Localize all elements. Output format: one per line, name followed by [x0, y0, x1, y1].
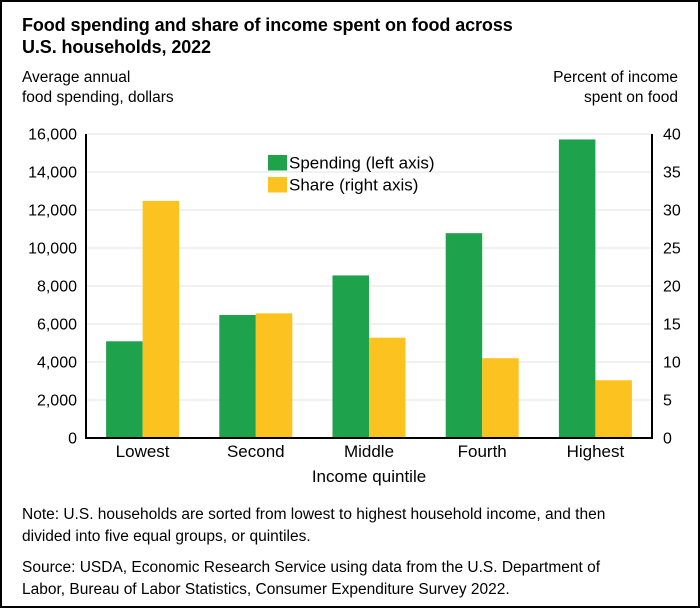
x-axis-title: Income quintile [312, 467, 426, 486]
category-label-fourth: Fourth [458, 442, 507, 461]
category-label-middle: Middle [344, 442, 394, 461]
right-axis-tick-label: 20 [663, 278, 681, 295]
right-axis-caption: Percent of income spent on food [553, 68, 678, 109]
right-axis-caption-line-2: spent on food [584, 89, 678, 107]
left-axis-tick-label: 4,000 [37, 354, 77, 371]
bar-share-middle [369, 337, 406, 438]
left-axis-tick-label: 2,000 [37, 392, 77, 409]
bar-chart-plot: 0 2,000 4,000 6,000 8,000 10,000 12,000 14,000 1… [28, 126, 681, 486]
left-axis-tick-label: 8,000 [37, 278, 77, 295]
legend-label: Spending (left axis) [289, 153, 435, 172]
chart-source-line-2: Labor, Bureau of Labor Statistics, Consu… [22, 580, 510, 598]
category-label-lowest: Lowest [116, 442, 170, 461]
left-axis-tick-label: 14,000 [28, 164, 77, 181]
category-label-highest: Highest [567, 442, 625, 461]
bar-share-highest [595, 380, 632, 438]
legend-label: Share (right axis) [289, 175, 418, 194]
chart-title-line-1: Food spending and share of income spent … [22, 15, 513, 35]
category-label-second: Second [227, 442, 285, 461]
right-axis-tick-label: 0 [663, 430, 672, 447]
chart-note: Note: U.S. households are sorted from lo… [22, 504, 680, 548]
left-axis-tick-label: 12,000 [28, 202, 77, 219]
right-axis-tick-label: 25 [663, 240, 681, 257]
left-axis-tick-label: 0 [68, 430, 77, 447]
bar-share-lowest [142, 200, 180, 438]
right-axis-tick-label: 40 [663, 126, 681, 143]
right-axis-caption-line-1: Percent of income [553, 68, 678, 86]
left-axis-tick-label: 16,000 [28, 126, 77, 143]
left-axis-tick-label: 10,000 [28, 240, 77, 257]
right-axis-tick-label: 10 [663, 354, 681, 371]
chart-note-line-2: divided into five equal groups, or quint… [22, 527, 311, 545]
bar-share-fourth [482, 358, 519, 438]
left-axis-tick-label: 6,000 [37, 316, 77, 333]
legend-swatch-yellow-square [268, 176, 287, 193]
bar-share-second [255, 313, 293, 438]
chart-source-line-1: Source: USDA, Economic Research Service … [22, 558, 601, 576]
left-axis-caption-line-2: food spending, dollars [22, 89, 174, 107]
right-axis-tick-label: 15 [663, 316, 681, 333]
bar-spending-second [219, 314, 256, 438]
bar-spending-lowest [106, 341, 143, 438]
legend-swatch-green-square [268, 154, 287, 171]
axis-captions: Average annual food spending, dollars Pe… [22, 68, 678, 109]
right-axis-tick-label: 30 [663, 202, 681, 219]
chart-title: Food spending and share of income spent … [22, 15, 678, 59]
left-axis-caption: Average annual food spending, dollars [22, 68, 174, 109]
chart-source: Source: USDA, Economic Research Service … [22, 557, 680, 601]
left-axis-caption-line-1: Average annual [22, 68, 131, 86]
bar-spending-fourth [445, 232, 483, 438]
chart-title-line-2: U.S. households, 2022 [22, 36, 211, 57]
right-axis-tick-label: 5 [663, 392, 672, 409]
bar-spending-middle [332, 275, 369, 438]
chart-note-line-1: Note: U.S. households are sorted from lo… [22, 505, 606, 523]
bar-spending-highest [558, 139, 596, 438]
right-axis-tick-label: 35 [663, 164, 681, 181]
